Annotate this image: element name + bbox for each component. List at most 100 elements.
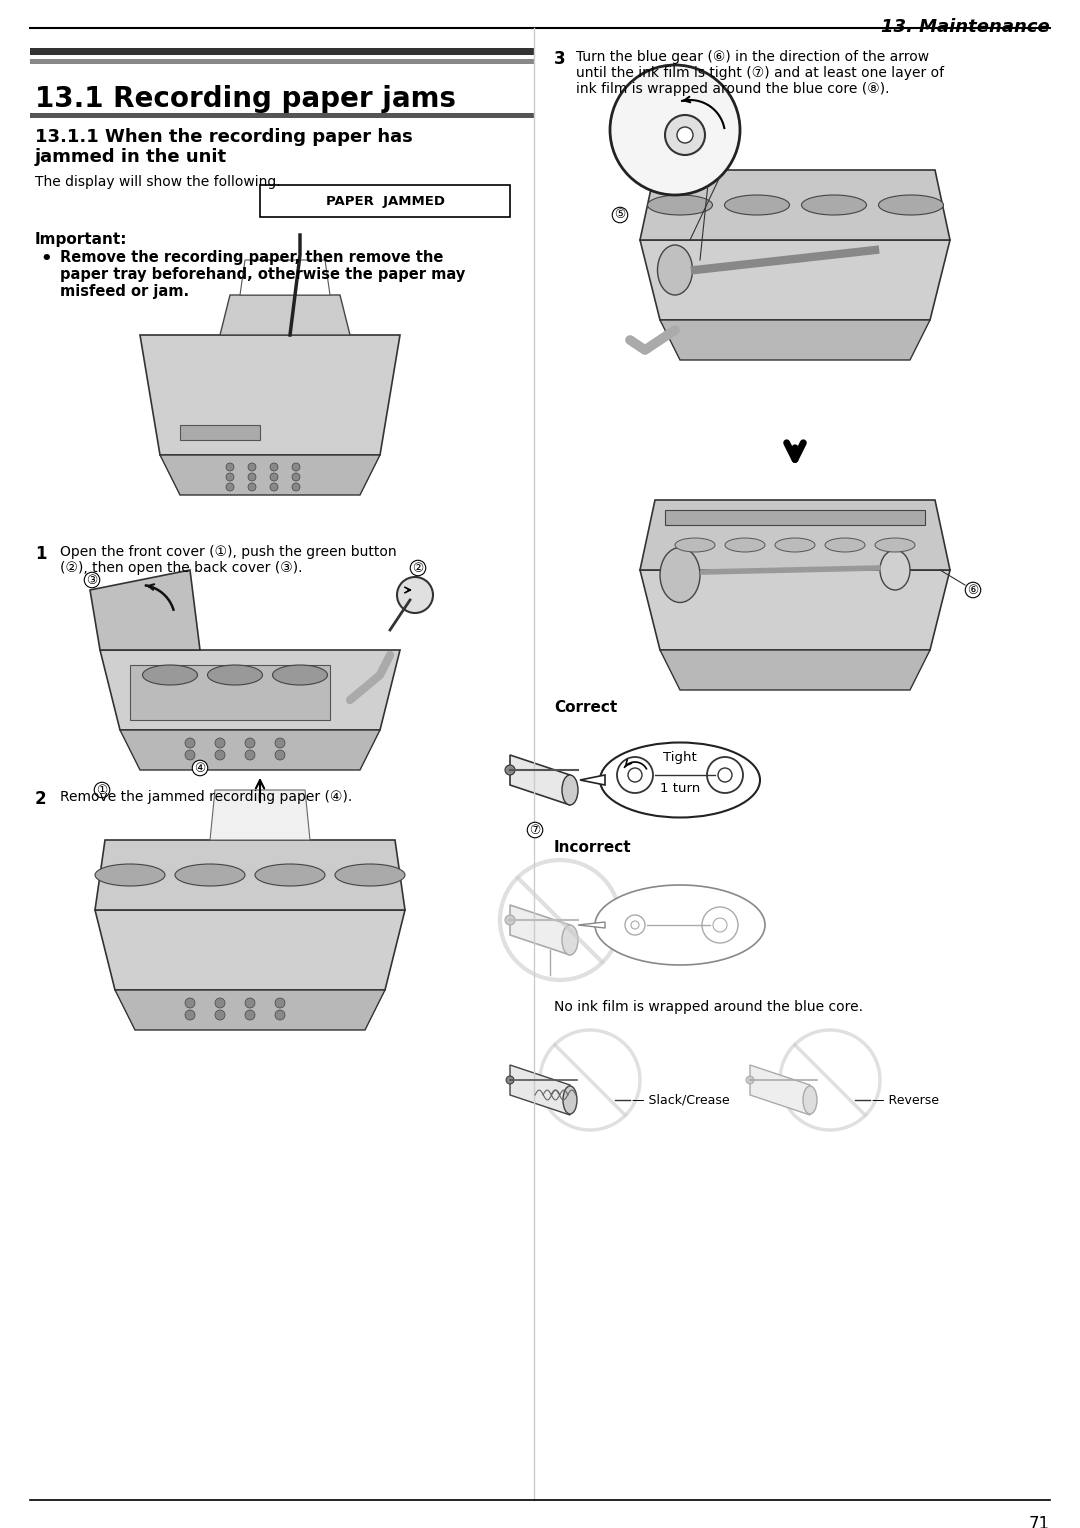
Circle shape bbox=[397, 578, 433, 613]
Circle shape bbox=[625, 915, 645, 935]
Circle shape bbox=[505, 915, 515, 924]
Circle shape bbox=[185, 1010, 195, 1021]
Polygon shape bbox=[114, 990, 384, 1030]
Circle shape bbox=[185, 738, 195, 749]
Polygon shape bbox=[510, 905, 570, 955]
Ellipse shape bbox=[660, 547, 700, 602]
Text: 1 turn: 1 turn bbox=[660, 781, 700, 795]
Ellipse shape bbox=[600, 743, 760, 817]
Bar bbox=[30, 113, 534, 118]
Circle shape bbox=[270, 463, 278, 471]
Ellipse shape bbox=[595, 885, 765, 966]
Ellipse shape bbox=[272, 665, 327, 685]
Circle shape bbox=[665, 115, 705, 154]
Circle shape bbox=[185, 750, 195, 759]
Text: 2: 2 bbox=[35, 790, 46, 808]
Ellipse shape bbox=[801, 196, 866, 215]
Circle shape bbox=[505, 766, 515, 775]
Polygon shape bbox=[90, 570, 200, 649]
Text: Correct: Correct bbox=[554, 700, 618, 715]
Text: 3: 3 bbox=[554, 50, 566, 69]
Circle shape bbox=[707, 756, 743, 793]
Ellipse shape bbox=[875, 538, 915, 552]
Text: Incorrect: Incorrect bbox=[554, 840, 632, 856]
Text: misfeed or jam.: misfeed or jam. bbox=[60, 284, 189, 299]
Ellipse shape bbox=[562, 775, 578, 805]
Text: Remove the jammed recording paper (④).: Remove the jammed recording paper (④). bbox=[60, 790, 352, 804]
Circle shape bbox=[718, 769, 732, 782]
Polygon shape bbox=[100, 649, 400, 730]
Ellipse shape bbox=[725, 538, 765, 552]
Circle shape bbox=[631, 921, 639, 929]
Text: ④: ④ bbox=[194, 761, 205, 775]
Ellipse shape bbox=[878, 196, 944, 215]
Polygon shape bbox=[578, 921, 605, 927]
Ellipse shape bbox=[207, 665, 262, 685]
Text: ③: ③ bbox=[86, 573, 97, 587]
Ellipse shape bbox=[95, 863, 165, 886]
Text: 71: 71 bbox=[1029, 1514, 1050, 1528]
Circle shape bbox=[677, 127, 693, 144]
Circle shape bbox=[270, 474, 278, 481]
Polygon shape bbox=[140, 335, 400, 455]
Polygon shape bbox=[120, 730, 380, 770]
Circle shape bbox=[292, 483, 300, 490]
Circle shape bbox=[610, 66, 740, 196]
Circle shape bbox=[215, 998, 225, 1008]
Circle shape bbox=[275, 738, 285, 749]
Text: 13. Maintenance: 13. Maintenance bbox=[881, 18, 1050, 37]
Polygon shape bbox=[220, 295, 350, 335]
Ellipse shape bbox=[143, 665, 198, 685]
Polygon shape bbox=[95, 840, 405, 911]
Polygon shape bbox=[240, 260, 330, 295]
Circle shape bbox=[248, 474, 256, 481]
Circle shape bbox=[275, 998, 285, 1008]
Circle shape bbox=[507, 1076, 514, 1083]
Text: Turn the blue gear (⑥) in the direction of the arrow: Turn the blue gear (⑥) in the direction … bbox=[576, 50, 929, 64]
Circle shape bbox=[746, 1076, 754, 1083]
Text: until the ink film is tight (⑦) and at least one layer of: until the ink film is tight (⑦) and at l… bbox=[576, 66, 944, 79]
Polygon shape bbox=[640, 240, 950, 319]
Circle shape bbox=[215, 738, 225, 749]
Text: Important:: Important: bbox=[35, 232, 127, 248]
Circle shape bbox=[245, 738, 255, 749]
Bar bbox=[260, 185, 510, 217]
Bar bbox=[665, 510, 924, 526]
Polygon shape bbox=[95, 911, 405, 990]
Circle shape bbox=[185, 998, 195, 1008]
Circle shape bbox=[215, 1010, 225, 1021]
Text: 13.1.1 When the recording paper has: 13.1.1 When the recording paper has bbox=[35, 128, 413, 147]
Text: ink film is wrapped around the blue core (⑧).: ink film is wrapped around the blue core… bbox=[576, 83, 890, 96]
Polygon shape bbox=[750, 1065, 810, 1115]
Circle shape bbox=[248, 463, 256, 471]
Text: ①: ① bbox=[96, 784, 108, 796]
Circle shape bbox=[617, 756, 653, 793]
Circle shape bbox=[245, 750, 255, 759]
Ellipse shape bbox=[175, 863, 245, 886]
Text: 1: 1 bbox=[35, 545, 46, 562]
Polygon shape bbox=[660, 649, 930, 691]
Text: ②: ② bbox=[413, 561, 423, 575]
Circle shape bbox=[627, 769, 642, 782]
Text: ⑥: ⑥ bbox=[968, 584, 978, 596]
Polygon shape bbox=[510, 755, 570, 805]
Circle shape bbox=[292, 474, 300, 481]
Polygon shape bbox=[160, 455, 380, 495]
Text: jammed in the unit: jammed in the unit bbox=[35, 148, 227, 167]
Polygon shape bbox=[640, 570, 950, 649]
Ellipse shape bbox=[804, 1086, 816, 1114]
Bar bbox=[30, 47, 534, 55]
Circle shape bbox=[713, 918, 727, 932]
Circle shape bbox=[270, 483, 278, 490]
Polygon shape bbox=[580, 775, 605, 785]
Text: — Slack/Crease: — Slack/Crease bbox=[632, 1094, 730, 1106]
Ellipse shape bbox=[562, 924, 578, 955]
Circle shape bbox=[275, 1010, 285, 1021]
Text: The display will show the following.: The display will show the following. bbox=[35, 176, 281, 189]
Circle shape bbox=[215, 750, 225, 759]
Circle shape bbox=[245, 1010, 255, 1021]
Circle shape bbox=[245, 998, 255, 1008]
Ellipse shape bbox=[563, 1086, 577, 1114]
Bar bbox=[30, 60, 534, 64]
Text: ⑦: ⑦ bbox=[529, 824, 541, 836]
